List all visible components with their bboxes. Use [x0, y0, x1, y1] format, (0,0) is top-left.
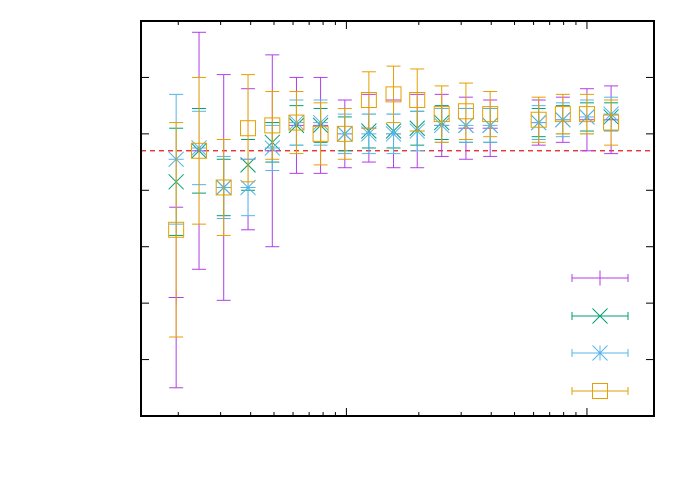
data-point — [482, 91, 499, 138]
square-marker — [288, 114, 305, 131]
data-point — [433, 85, 450, 143]
legend — [571, 270, 629, 399]
square-marker — [168, 221, 185, 238]
data-point — [361, 113, 377, 155]
square-marker — [191, 142, 208, 159]
plot-frame — [140, 20, 655, 417]
square-marker — [264, 117, 281, 134]
square-marker-box — [168, 221, 185, 238]
data-point — [168, 122, 185, 338]
star-marker — [592, 345, 608, 361]
square-marker-box — [385, 86, 402, 103]
x-marker-b — [592, 308, 608, 324]
square-marker — [385, 86, 402, 103]
square-marker-box — [530, 111, 547, 128]
square-marker-box — [264, 117, 281, 134]
square-marker — [530, 111, 547, 128]
square-marker-box — [592, 383, 608, 399]
star-marker-b — [361, 126, 377, 142]
square-marker — [482, 106, 499, 123]
data-point — [360, 71, 377, 129]
square-marker-box — [191, 142, 208, 159]
square-marker — [336, 125, 353, 142]
data-point — [264, 91, 281, 160]
square-marker-box — [554, 106, 571, 123]
data-point — [603, 99, 620, 146]
square-marker-box — [240, 120, 257, 137]
legend-entry-1 — [571, 270, 629, 286]
square-marker-box — [603, 114, 620, 131]
data-point — [336, 107, 353, 160]
square-marker-box — [409, 92, 426, 108]
square-marker-box — [215, 179, 232, 196]
square-marker — [603, 114, 620, 131]
star-marker-b — [240, 179, 256, 196]
square-marker-box — [360, 92, 377, 108]
data-point — [554, 93, 571, 135]
legend-entry-2 — [571, 308, 629, 324]
square-marker — [409, 92, 426, 108]
square-marker — [578, 106, 595, 123]
square-marker — [240, 120, 257, 137]
star-marker-b — [385, 126, 402, 142]
data-point — [312, 102, 329, 166]
square-marker-box — [312, 125, 329, 142]
square-marker-box — [288, 114, 305, 131]
x-axis-ticks — [177, 21, 588, 416]
square-marker — [215, 179, 232, 196]
star-marker-b — [592, 345, 608, 361]
square-marker-box — [457, 103, 474, 120]
data-point — [191, 76, 208, 225]
square-marker-box — [482, 106, 499, 123]
data-point — [215, 139, 232, 236]
data-point — [457, 82, 474, 140]
star-marker — [385, 126, 402, 142]
square-marker — [360, 92, 377, 108]
data-point — [578, 93, 595, 135]
x-marker — [592, 308, 608, 324]
star-marker — [240, 179, 256, 196]
square-marker — [554, 106, 571, 123]
legend-entry-4 — [571, 383, 629, 399]
square-marker — [312, 125, 329, 142]
square-marker — [433, 106, 450, 123]
data-point — [240, 74, 257, 183]
square-marker — [457, 103, 474, 120]
series-4 — [168, 65, 620, 338]
data-point — [288, 91, 305, 155]
data-point — [409, 68, 426, 132]
legend-entry-3 — [571, 345, 629, 361]
square-marker — [592, 383, 608, 399]
data-point — [385, 65, 402, 124]
y-axis-ticks — [141, 76, 654, 361]
star-marker — [361, 126, 377, 142]
square-marker-box — [433, 106, 450, 123]
data-point — [385, 113, 402, 155]
data-point — [530, 96, 547, 143]
square-marker-box — [578, 106, 595, 123]
plus-marker — [592, 270, 608, 286]
square-marker-box — [336, 125, 353, 142]
